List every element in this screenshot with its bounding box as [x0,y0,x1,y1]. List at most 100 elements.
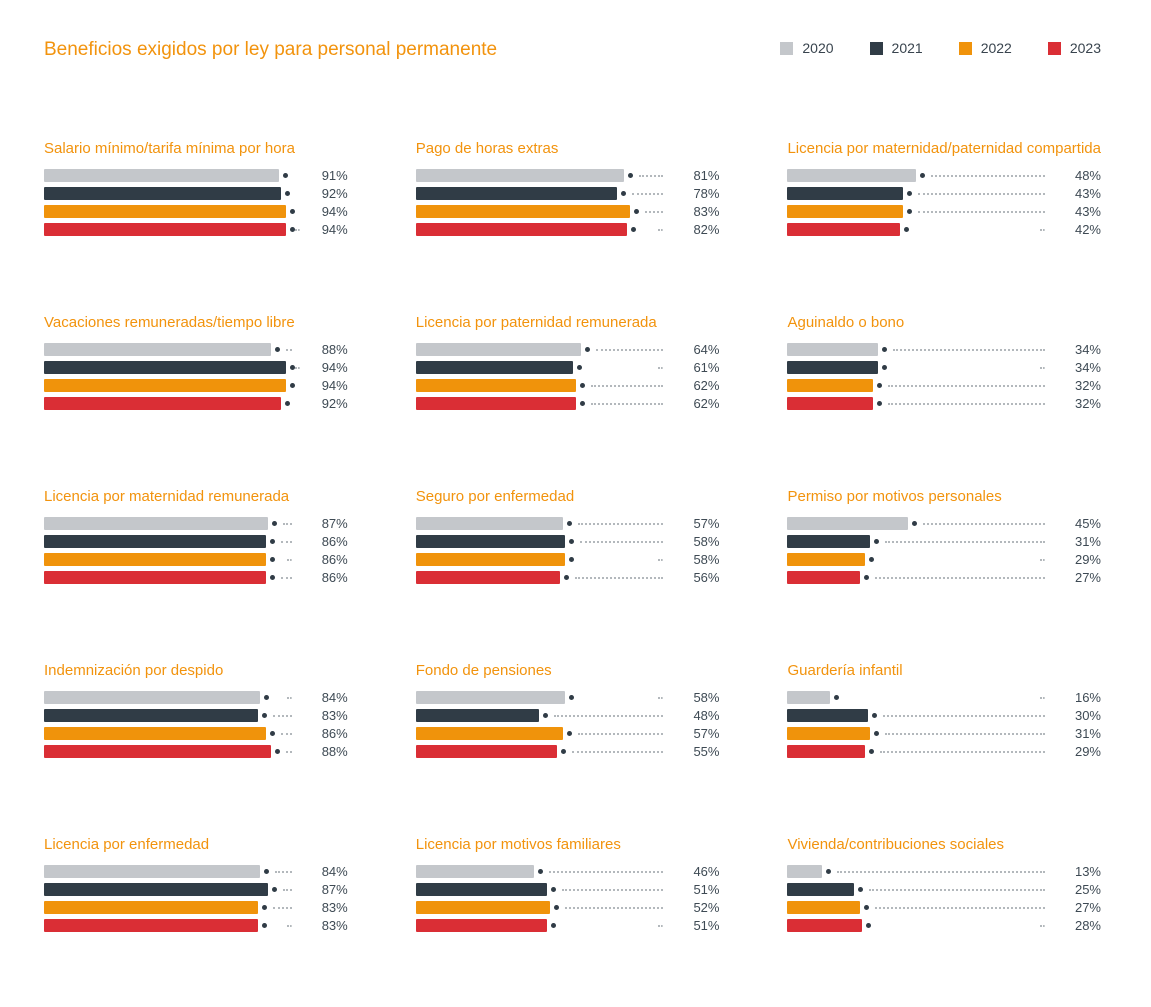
bar-2020[interactable] [415,865,535,878]
bar-2020[interactable] [787,169,916,182]
bar-2023[interactable] [415,919,548,932]
bar-2023[interactable] [415,397,576,410]
leader-line [1040,366,1045,369]
bar-2022[interactable] [787,205,903,218]
bar-2020[interactable] [44,169,279,182]
page-title: Beneficios exigidos por ley para persona… [44,39,498,60]
bar-2021[interactable] [415,187,617,200]
bar-2023[interactable] [787,745,866,758]
value-label: 86% [321,534,348,549]
bar-2022[interactable] [415,553,566,566]
value-marker-dot [290,209,296,214]
value-marker-dot [285,191,291,196]
bar-2022[interactable] [44,901,258,914]
bar-2020[interactable] [787,343,879,356]
bar-2020[interactable] [44,517,269,530]
bar-2021[interactable] [415,883,548,896]
leader-line [930,174,1045,177]
bar-2022[interactable] [44,379,287,392]
value-marker-dot [866,923,872,928]
bar-2021[interactable] [44,535,266,548]
bar-2023[interactable] [787,571,860,584]
bar-2023[interactable] [44,745,271,758]
bar-2022[interactable] [44,205,287,218]
bar-2023[interactable] [787,397,874,410]
bar-row: 43% [787,205,1101,218]
legend-label: 2022 [980,40,1012,56]
value-marker-dot [261,923,267,928]
bar-2020[interactable] [44,343,271,356]
chart-title: Indemnización por despido [44,662,224,679]
value-marker-dot [566,731,572,736]
value-label: 29% [1074,552,1101,567]
leader-line [283,888,292,891]
bar-2023[interactable] [415,223,628,236]
bar-2023[interactable] [415,571,561,584]
bar-2021[interactable] [44,361,287,374]
chart-panel: Vivienda/contribuciones sociales 13% 25%… [787,836,1101,932]
bar-2021[interactable] [787,709,868,722]
chart-title: Licencia por maternidad remunerada [44,488,290,505]
bar-2022[interactable] [415,727,563,740]
bar-2021[interactable] [415,535,566,548]
bar-2022[interactable] [44,553,266,566]
bar-row: 29% [787,553,1101,566]
bar-2021[interactable] [44,187,282,200]
bar-2023[interactable] [787,223,900,236]
bar-2022[interactable] [787,553,866,566]
bar-2022[interactable] [787,727,871,740]
value-marker-dot [282,173,288,178]
bar-2023[interactable] [44,223,287,236]
bar-2023[interactable] [44,919,258,932]
bars-area: 84% 87% 83% 83% [44,865,348,932]
legend-item-2021[interactable]: 2021 [869,40,923,56]
bar-2021[interactable] [787,187,903,200]
legend-item-2023[interactable]: 2023 [1047,40,1101,56]
bar-2022[interactable] [415,901,550,914]
bar-2021[interactable] [44,709,258,722]
bar-row: 31% [787,727,1101,740]
bar-2023[interactable] [44,397,282,410]
bar-track [44,553,302,566]
bar-2020[interactable] [44,691,261,704]
bar-2023[interactable] [787,919,863,932]
bar-2023[interactable] [415,745,558,758]
bar-2022[interactable] [787,901,860,914]
leader-line [639,174,664,177]
bar-track [44,517,302,530]
bar-2020[interactable] [787,865,823,878]
value-marker-dot [576,365,582,370]
bar-2023[interactable] [44,571,266,584]
bar-2021[interactable] [787,361,879,374]
value-label: 45% [1074,516,1101,531]
bar-2021[interactable] [415,709,540,722]
bar-2020[interactable] [415,691,566,704]
bar-2020[interactable] [415,517,563,530]
bar-2020[interactable] [44,865,261,878]
bar-track [415,919,674,932]
legend-swatch-icon [780,41,794,55]
value-label: 48% [693,708,720,723]
bar-2021[interactable] [787,883,855,896]
bar-2021[interactable] [44,883,269,896]
bar-2022[interactable] [415,205,630,218]
bar-2020[interactable] [415,343,581,356]
leader-line [1040,696,1045,699]
bar-row: 94% [44,379,348,392]
value-label: 91% [321,168,348,183]
bar-2020[interactable] [787,691,831,704]
bars-area: 58% 48% 57% 55% [415,691,720,758]
bar-2022[interactable] [787,379,874,392]
bar-2021[interactable] [415,361,573,374]
leader-line [283,522,292,525]
chart-panel: Indemnización por despido 84% 83% 86% [44,662,348,758]
legend-item-2022[interactable]: 2022 [958,40,1012,56]
bar-2022[interactable] [44,727,266,740]
bar-2022[interactable] [415,379,576,392]
legend-item-2020[interactable]: 2020 [780,40,834,56]
bar-track [787,901,1055,914]
bar-2021[interactable] [787,535,871,548]
bar-2020[interactable] [787,517,908,530]
value-label: 27% [1074,900,1101,915]
bar-2020[interactable] [415,169,625,182]
